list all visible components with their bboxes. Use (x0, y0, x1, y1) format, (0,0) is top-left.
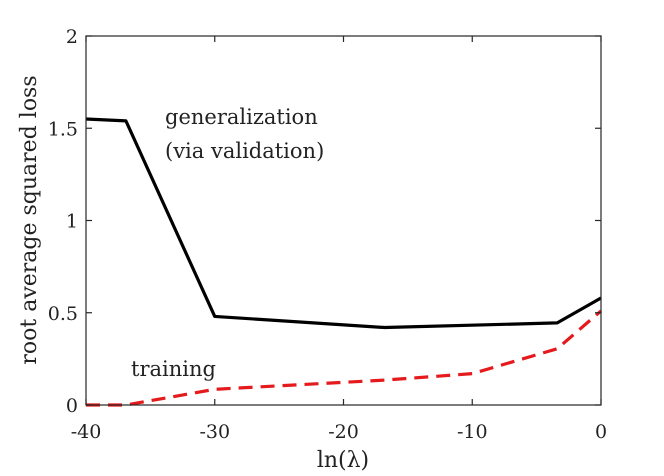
x-axis-label: ln(λ) (317, 448, 369, 473)
x-tick-label: -10 (457, 421, 488, 443)
y-tick-label: 0 (66, 395, 78, 417)
y-tick-label: 0.5 (48, 303, 78, 325)
training-label: training (131, 357, 216, 381)
y-axis-label: root average squared loss (17, 75, 42, 364)
y-tick-label: 1.5 (48, 118, 78, 140)
y-tick-label: 1 (66, 211, 78, 233)
x-tick-label: -40 (71, 421, 102, 443)
x-tick-label: 0 (595, 421, 607, 443)
x-tick-label: -20 (328, 421, 359, 443)
series-line-generalization (85, 117, 602, 330)
y-tick-label: 2 (66, 26, 78, 48)
series-layer (85, 117, 603, 407)
x-tick-label: -30 (199, 421, 230, 443)
generalization-label-line2: (via validation) (165, 139, 324, 163)
ticks-layer: -40 -30 -20 -10 0 0 0.5 1 1.5 2 (48, 26, 607, 443)
generalization-label-line1: generalization (165, 105, 318, 129)
